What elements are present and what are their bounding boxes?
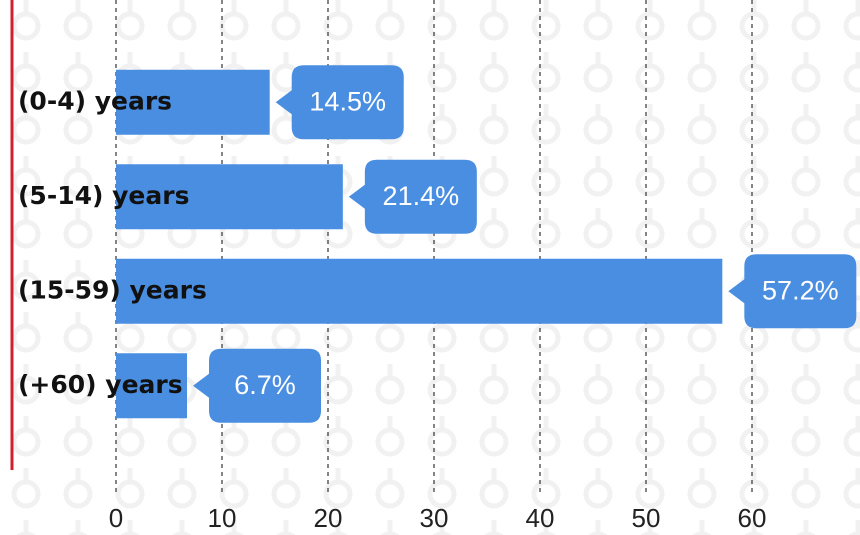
bar: [116, 164, 343, 230]
value-callout: [348, 159, 477, 234]
x-tick-label: 40: [526, 503, 555, 533]
value-callout: [193, 348, 322, 423]
x-tick-label: 30: [420, 503, 449, 533]
x-tick-label: 20: [314, 503, 343, 533]
value-callout: [275, 65, 404, 140]
bars: [116, 69, 723, 419]
value-label: 14.5%: [309, 86, 386, 116]
x-tick-label: 10: [208, 503, 237, 533]
labels: 0 10 20 30 40 50 60 14.5% (0-4) years 21.4% (5-14)…: [18, 65, 857, 533]
y-tick-label: (0-4) years: [18, 86, 172, 115]
bar: [116, 353, 188, 419]
bar: [116, 69, 270, 135]
x-tick-label: 0: [109, 503, 123, 533]
value-label: 57.2%: [762, 275, 839, 305]
y-tick-label: (15-59) years: [18, 275, 207, 304]
x-tick-label: 60: [738, 503, 767, 533]
x-tick-label: 50: [632, 503, 661, 533]
y-tick-label: (+60) years: [18, 370, 183, 399]
value-label: 21.4%: [383, 181, 460, 211]
bar: [116, 258, 723, 324]
y-tick-label: (5-14) years: [18, 181, 189, 210]
value-label: 6.7%: [234, 370, 296, 400]
value-callout: [728, 254, 857, 329]
